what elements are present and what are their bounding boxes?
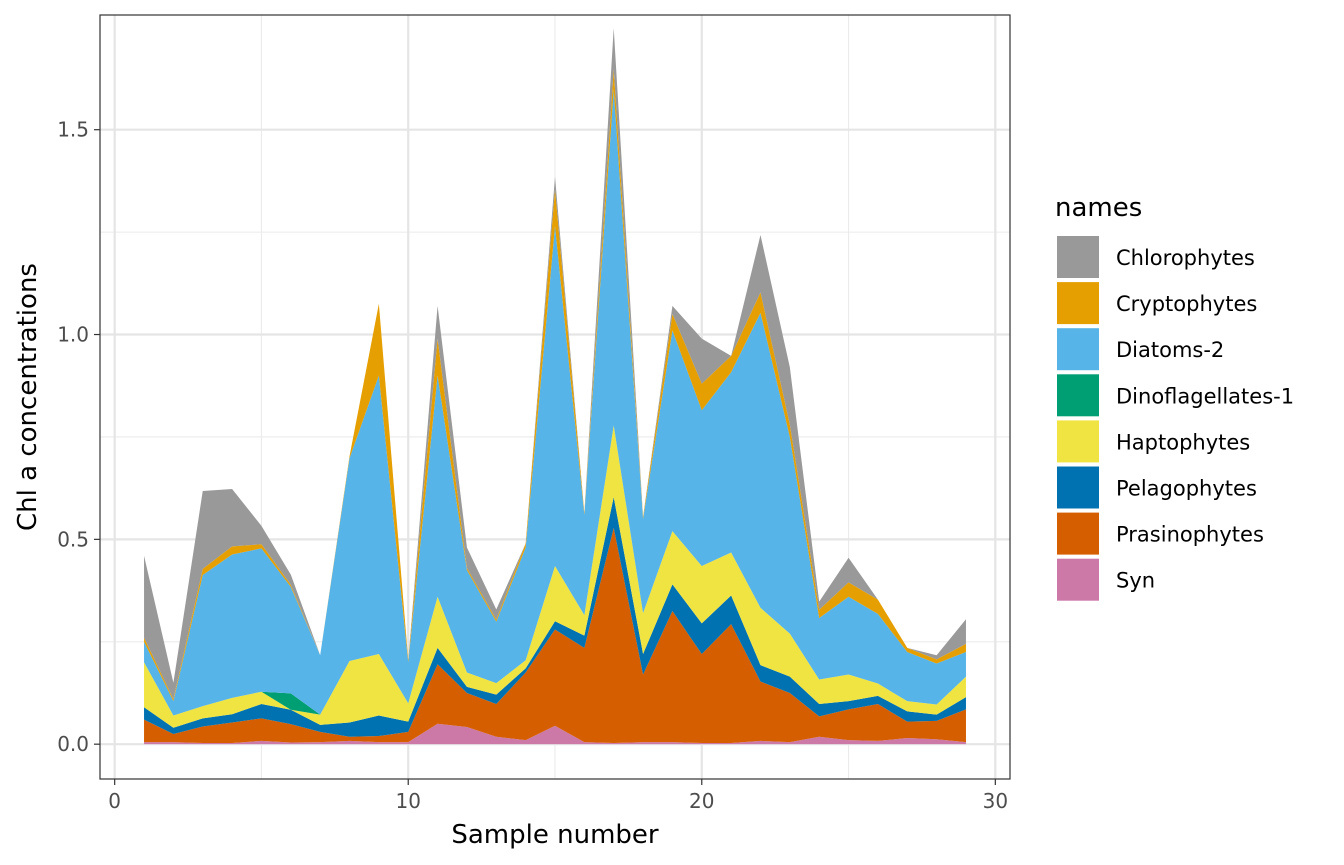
area-haptophytes <box>144 425 966 728</box>
y-tick-label: 1.0 <box>57 323 89 347</box>
legend: Chlorophytes Cryptophytes Diatoms-2 Dinofla… <box>1057 236 1294 601</box>
legend-title: names <box>1055 193 1142 223</box>
legend-label-prasinophytes: Prasinophytes <box>1116 523 1264 547</box>
legend-label-chlorophytes: Chlorophytes <box>1116 246 1255 270</box>
legend-swatch-dinoflagellates-1 <box>1057 374 1099 417</box>
legend-swatch-haptophytes <box>1057 420 1099 463</box>
y-axis-title: Chl a concentrations <box>13 263 43 531</box>
plot-panel-border <box>99 14 1011 780</box>
legend-swatch-chlorophytes <box>1057 236 1099 278</box>
legend-label-dinoflagellates-1: Dinoflagellates-1 <box>1116 384 1294 408</box>
y-tick-label: 0.0 <box>57 732 89 756</box>
area-prasinophytes <box>144 527 966 743</box>
x-tick-label: 10 <box>395 789 420 813</box>
legend-swatch-cryptophytes <box>1057 282 1099 325</box>
x-axis-title: Sample number <box>451 820 659 850</box>
legend-label-haptophytes: Haptophytes <box>1116 430 1250 454</box>
legend-swatch-syn <box>1057 558 1099 601</box>
axis-ticks: 0 10 20 30 0.0 0.5 1.0 1.5 <box>57 118 1008 813</box>
area-series-group <box>144 28 966 745</box>
area-cryptophytes <box>144 69 966 702</box>
legend-label-diatoms-2: Diatoms-2 <box>1116 338 1224 362</box>
area-syn <box>144 723 966 745</box>
legend-label-pelagophytes: Pelagophytes <box>1116 477 1257 501</box>
legend-swatch-diatoms-2 <box>1057 328 1099 371</box>
legend-label-syn: Syn <box>1116 569 1155 593</box>
legend-swatch-prasinophytes <box>1057 512 1099 555</box>
y-tick-label: 1.5 <box>57 118 89 142</box>
x-tick-label: 0 <box>108 789 121 813</box>
x-tick-label: 20 <box>689 789 714 813</box>
x-tick-label: 30 <box>983 789 1008 813</box>
area-pelagophytes <box>144 497 966 737</box>
area-diatoms-2 <box>144 89 966 716</box>
legend-swatch-pelagophytes <box>1057 466 1099 509</box>
legend-label-cryptophytes: Cryptophytes <box>1116 292 1257 316</box>
y-tick-label: 0.5 <box>57 527 89 551</box>
